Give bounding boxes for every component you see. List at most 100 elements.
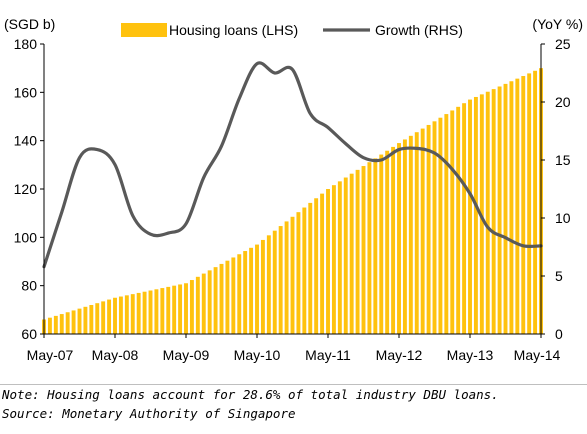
housing-loan-bar bbox=[533, 70, 538, 334]
right-axis-tick-label: 20 bbox=[555, 94, 571, 110]
left-axis-tick-label: 180 bbox=[14, 36, 38, 52]
note-text: Note: Housing loans account for 28.6% of… bbox=[2, 387, 499, 402]
housing-loan-bar bbox=[47, 317, 52, 334]
left-axis-tick-label: 120 bbox=[14, 181, 38, 197]
legend-label-housing-loans: Housing loans (LHS) bbox=[169, 22, 298, 38]
left-axis-tick-label: 80 bbox=[21, 278, 37, 294]
housing-loan-bar bbox=[124, 295, 129, 334]
housing-loan-bar bbox=[420, 128, 425, 334]
housing-loan-bar bbox=[189, 280, 194, 334]
left-axis-tick-label: 140 bbox=[14, 133, 38, 149]
housing-loan-bar bbox=[337, 181, 342, 334]
chart-legend: Housing loans (LHS) Growth (RHS) bbox=[121, 22, 463, 38]
growth-line bbox=[42, 61, 543, 269]
housing-loan-bar bbox=[314, 198, 319, 334]
housing-loan-bar bbox=[367, 162, 372, 334]
housing-loan-bar bbox=[53, 315, 58, 335]
right-axis-tick-label: 5 bbox=[555, 268, 563, 284]
housing-loan-bar bbox=[65, 312, 70, 334]
housing-loan-bar bbox=[361, 166, 366, 334]
housing-loan-bar bbox=[166, 286, 171, 335]
housing-loan-bar bbox=[255, 244, 259, 334]
housing-loan-bar bbox=[391, 146, 396, 334]
housing-loan-bar bbox=[438, 117, 443, 335]
housing-loan-bar bbox=[266, 235, 271, 334]
housing-loan-bar bbox=[426, 124, 431, 335]
housing-loan-bar bbox=[213, 267, 218, 334]
housing-loan-bar bbox=[414, 132, 419, 334]
housing-loan-bar bbox=[308, 202, 313, 334]
housing-loan-bar bbox=[408, 135, 413, 334]
housing-loan-bar bbox=[89, 305, 94, 334]
housing-loan-bar bbox=[249, 247, 254, 334]
housing-loan-bar bbox=[450, 110, 455, 335]
housing-loan-bar bbox=[343, 177, 348, 334]
housing-loan-bar bbox=[184, 283, 188, 334]
chart-svg: 60 80 100 120 140 160 180 0 5 10 15 20 25 May-07 May-0… bbox=[4, 16, 583, 363]
housing-loan-bar bbox=[237, 254, 242, 334]
housing-loan-bar bbox=[402, 139, 407, 334]
housing-loan-bar bbox=[113, 297, 117, 334]
housing-loan-bar bbox=[503, 83, 508, 335]
housing-loan-bar bbox=[107, 299, 112, 334]
housing-loan-bar bbox=[59, 314, 64, 334]
x-axis-tick-label: May-14 bbox=[514, 347, 561, 363]
right-axis-tick-label: 0 bbox=[555, 326, 563, 342]
housing-loan-bar bbox=[148, 290, 153, 334]
housing-loan-bar bbox=[178, 284, 183, 334]
housing-loan-bar bbox=[172, 285, 177, 334]
housing-loan-bar bbox=[231, 257, 236, 334]
housing-loan-bar bbox=[355, 169, 360, 334]
housing-loan-bar bbox=[154, 289, 159, 334]
housing-loan-bar bbox=[397, 143, 401, 334]
x-axis-tick-label: May-11 bbox=[305, 347, 351, 363]
housing-loan-bar bbox=[527, 73, 532, 335]
housing-loan-bar bbox=[136, 292, 141, 334]
housing-loans-chart: 60 80 100 120 140 160 180 0 5 10 15 20 25 May-07 May-0… bbox=[4, 16, 583, 363]
housing-loan-bar bbox=[302, 207, 307, 334]
housing-loan-bar bbox=[77, 308, 82, 335]
housing-loan-bar bbox=[201, 273, 206, 334]
housing-loan-bar bbox=[71, 310, 76, 334]
housing-loan-bar bbox=[284, 221, 289, 334]
housing-loan-bar bbox=[473, 96, 478, 334]
left-axis-tick-label: 160 bbox=[14, 84, 38, 100]
housing-loan-bar bbox=[260, 239, 265, 334]
housing-loan-bar bbox=[373, 158, 378, 334]
housing-loan-bar bbox=[320, 193, 325, 334]
source-text: Source: Monetary Authority of Singapore bbox=[2, 406, 296, 421]
housing-loan-bar bbox=[272, 230, 277, 334]
chart-notes: Note: Housing loans account for 28.6% of… bbox=[0, 384, 587, 423]
left-axis-tick-label: 100 bbox=[14, 229, 38, 245]
housing-loan-bar bbox=[462, 103, 467, 335]
housing-loan-bar bbox=[485, 91, 490, 334]
housing-loan-bar bbox=[444, 114, 449, 334]
housing-loan-bar bbox=[278, 226, 283, 334]
x-axis-tick-label: May-08 bbox=[92, 347, 139, 363]
housing-loan-bar bbox=[468, 99, 472, 334]
left-axis-tick-label: 60 bbox=[21, 326, 37, 342]
legend-label-growth: Growth (RHS) bbox=[375, 22, 463, 38]
housing-loan-bar bbox=[130, 294, 135, 335]
right-axis-unit: (YoY %) bbox=[532, 16, 583, 32]
housing-loan-bar bbox=[296, 212, 301, 334]
housing-loan-bar bbox=[385, 150, 390, 334]
housing-loan-bar bbox=[497, 86, 502, 335]
housing-loan-bar bbox=[243, 251, 248, 334]
housing-loan-bar bbox=[521, 76, 526, 335]
housing-loan-bar bbox=[509, 81, 514, 334]
x-axis-tick-label: May-12 bbox=[376, 347, 423, 363]
housing-loan-bar bbox=[160, 288, 165, 334]
left-axis-unit: (SGD b) bbox=[4, 16, 55, 32]
housing-loan-bar bbox=[331, 185, 336, 334]
x-axis-tick-label: May-09 bbox=[163, 347, 210, 363]
housing-loan-bar bbox=[491, 89, 496, 334]
housing-loan-bar bbox=[118, 296, 123, 334]
right-axis-tick-label: 15 bbox=[555, 152, 571, 168]
housing-loan-bar bbox=[349, 173, 354, 334]
right-axis-tick-label: 25 bbox=[555, 36, 571, 52]
housing-loan-bar bbox=[195, 276, 200, 334]
housing-loan-bar bbox=[142, 291, 147, 334]
housing-loan-bar bbox=[95, 303, 100, 334]
x-axis-tick-label: May-07 bbox=[27, 347, 74, 363]
